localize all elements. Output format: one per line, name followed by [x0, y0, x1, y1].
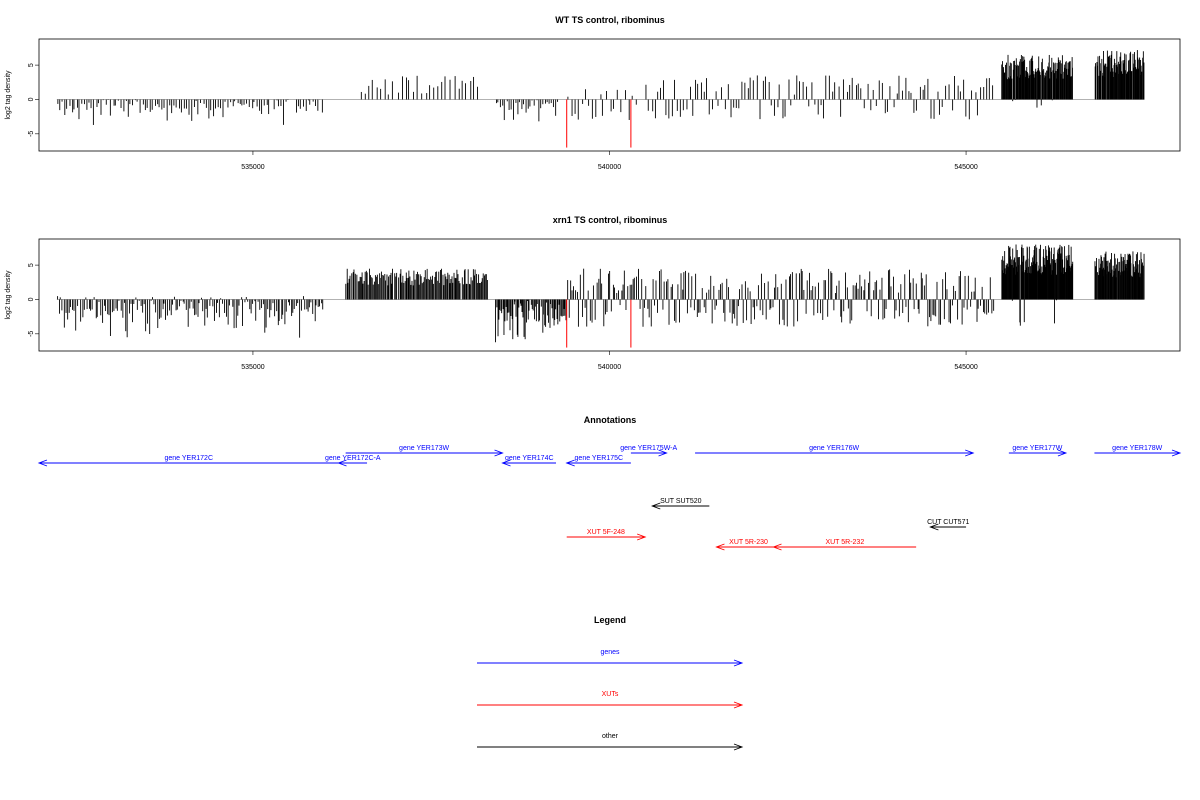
annotation-label: XUT 5F-248 — [587, 529, 625, 536]
wt-x-tick-label: 545000 — [954, 164, 977, 171]
wt-density-bars — [56, 50, 1145, 125]
legend-label: XUTs — [602, 691, 619, 698]
annotation-label: gene YER172C — [164, 455, 213, 462]
xrn1-y-tick-label: 0 — [28, 297, 35, 301]
annotation-arrowhead — [565, 459, 575, 467]
wt-x-tick-label: 535000 — [241, 164, 264, 171]
annotation-arrowhead — [715, 543, 725, 551]
annotation-label: SUT SUT520 — [660, 498, 702, 505]
annotation-arrowhead — [965, 449, 975, 457]
xrn1-density-panel: xrn1 TS control, ribominus log2 tag dens… — [5, 215, 1181, 371]
annotation-arrowhead — [501, 459, 511, 467]
legend-title: Legend — [594, 615, 626, 625]
xrn1-panel-title: xrn1 TS control, ribominus — [553, 215, 668, 225]
annotation-label: XUT 5R-230 — [729, 539, 768, 546]
annotation-label: gene YER173W — [399, 445, 449, 452]
xrn1-x-tick-label: 535000 — [241, 364, 264, 371]
annotation-label: gene YER174C — [505, 455, 554, 462]
annotations-track: Annotations gene YER172C gene YER172C-A ge… — [37, 415, 1182, 551]
annotation-arrowhead — [37, 459, 48, 467]
xrn1-density-bars — [56, 244, 1145, 343]
wt-y-tick-label: 0 — [28, 97, 35, 101]
annotation-arrowhead — [337, 459, 347, 467]
annotation-label: gene YER176W — [809, 445, 859, 452]
annotation-arrowhead — [1171, 449, 1182, 457]
annotation-label: gene YER175W-A — [620, 445, 677, 452]
wt-y-axis-label: log2 tag density — [5, 70, 12, 120]
annotation-arrowhead — [772, 543, 782, 551]
annotations-title: Annotations — [584, 415, 637, 425]
annotation-label: gene YER177W — [1012, 445, 1062, 452]
xrn1-x-tick-label: 540000 — [598, 364, 621, 371]
annotation-label: gene YER172C-A — [325, 455, 381, 462]
wt-panel-title: WT TS control, ribominus — [555, 15, 665, 25]
annotation-label: gene YER178W — [1112, 445, 1162, 452]
legend-arrowhead — [733, 743, 744, 751]
legend-arrowhead — [733, 701, 744, 709]
annotation-arrowhead — [1057, 449, 1068, 457]
xrn1-x-tick-label: 545000 — [954, 364, 977, 371]
legend-label: genes — [600, 649, 620, 656]
annotation-label: gene YER175C — [575, 455, 624, 462]
wt-x-tick-label: 540000 — [598, 164, 621, 171]
xrn1-y-tick-label: 5 — [28, 263, 35, 267]
wt-y-tick-label: -5 — [28, 131, 35, 137]
annotation-label: CUT CUT571 — [927, 519, 969, 526]
annotation-arrowhead — [658, 449, 668, 457]
annotation-arrowhead — [929, 523, 939, 531]
annotation-label: XUT 5R-232 — [825, 539, 864, 546]
wt-y-tick-label: 5 — [28, 63, 35, 67]
annotation-arrowhead — [636, 533, 647, 541]
legend: Legend genes XUTs other — [477, 615, 744, 751]
legend-arrowhead — [733, 659, 744, 667]
legend-label: other — [602, 733, 619, 740]
annotation-arrowhead — [651, 502, 661, 510]
wt-density-panel: WT TS control, ribominus log2 tag densit… — [5, 15, 1181, 171]
xrn1-y-axis-label: log2 tag density — [5, 270, 12, 320]
annotation-arrowhead — [494, 449, 504, 457]
xrn1-y-tick-label: -5 — [28, 331, 35, 337]
